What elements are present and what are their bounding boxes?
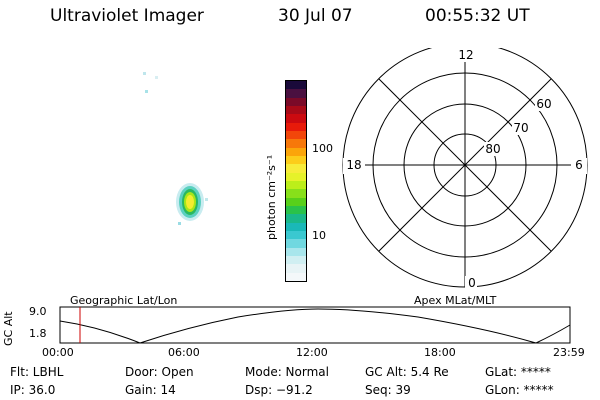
apex-title: Apex MLat/MLT [414, 294, 497, 307]
colorbar-band-21 [286, 255, 306, 265]
mlt-label-6: 6 [575, 158, 583, 172]
colorbar-band-13 [286, 189, 306, 198]
colorbar [285, 80, 307, 282]
lat-label-60: 60 [536, 97, 551, 111]
colorbar-tick-100: 100 [312, 142, 333, 155]
colorbar-band-3 [286, 105, 306, 115]
colorbar-band-6 [286, 130, 306, 140]
mlt-label-0: 0 [468, 276, 476, 290]
x-tick-2359: 23:59 [553, 346, 585, 359]
colorbar-band-9 [286, 155, 306, 165]
mode-label: Mode: Normal [245, 365, 329, 379]
gain-label: Gain: 14 [125, 383, 176, 397]
x-tick-1800: 18:00 [424, 346, 456, 359]
glon-label: GLon: ***** [485, 383, 554, 397]
colorbar-band-0 [286, 81, 306, 90]
colorbar-label: photon cm⁻²s⁻¹ [265, 154, 278, 240]
glat-label: GLat: ***** [485, 365, 551, 379]
lat-label-70: 70 [513, 121, 528, 135]
x-tick-0600: 06:00 [168, 346, 200, 359]
mlt-label-18: 18 [346, 158, 361, 172]
colorbar-band-22 [286, 264, 306, 273]
orbit-altitude-plot [59, 306, 571, 344]
colorbar-band-7 [286, 139, 306, 148]
door-label: Door: Open [125, 365, 194, 379]
dsp-label: Dsp: −91.2 [245, 383, 313, 397]
colorbar-band-19 [286, 239, 306, 248]
colorbar-band-4 [286, 114, 306, 123]
polar-plot: 12 18 6 0 60 70 80 [342, 48, 588, 290]
colorbar-band-8 [286, 147, 306, 156]
colorbar-band-2 [286, 97, 306, 106]
gc-alt-label: GC Alt: 5.4 Re [365, 365, 449, 379]
aurora-image [143, 72, 208, 225]
colorbar-band-20 [286, 247, 306, 256]
colorbar-band-10 [286, 164, 306, 173]
y-tick-9: 9.0 [29, 305, 47, 318]
colorbar-band-17 [286, 222, 306, 231]
mlt-label-12: 12 [458, 48, 473, 62]
seq-label: Seq: 39 [365, 383, 411, 397]
colorbar-tick-10: 10 [312, 229, 326, 242]
instrument-title: Ultraviolet Imager [50, 6, 204, 26]
date-label: 30 Jul 07 [278, 6, 353, 26]
x-tick-0000: 00:00 [42, 346, 74, 359]
colorbar-band-18 [286, 230, 306, 240]
colorbar-band-23 [286, 272, 306, 281]
colorbar-band-5 [286, 122, 306, 131]
geographic-title: Geographic Lat/Lon [70, 294, 178, 307]
colorbar-band-1 [286, 89, 306, 98]
colorbar-band-14 [286, 197, 306, 206]
y-tick-1-8: 1.8 [29, 327, 47, 340]
filter-label: Flt: LBHL [10, 365, 64, 379]
time-label: 00:55:32 UT [425, 6, 530, 26]
colorbar-band-16 [286, 214, 306, 223]
x-tick-1200: 12:00 [296, 346, 328, 359]
altitude-curve [59, 308, 571, 344]
lat-label-80: 80 [485, 142, 500, 156]
gc-alt-axis-label: GC Alt [2, 311, 15, 346]
colorbar-band-15 [286, 205, 306, 215]
ip-label: IP: 36.0 [10, 383, 56, 397]
colorbar-band-11 [286, 172, 306, 181]
colorbar-band-12 [286, 180, 306, 190]
